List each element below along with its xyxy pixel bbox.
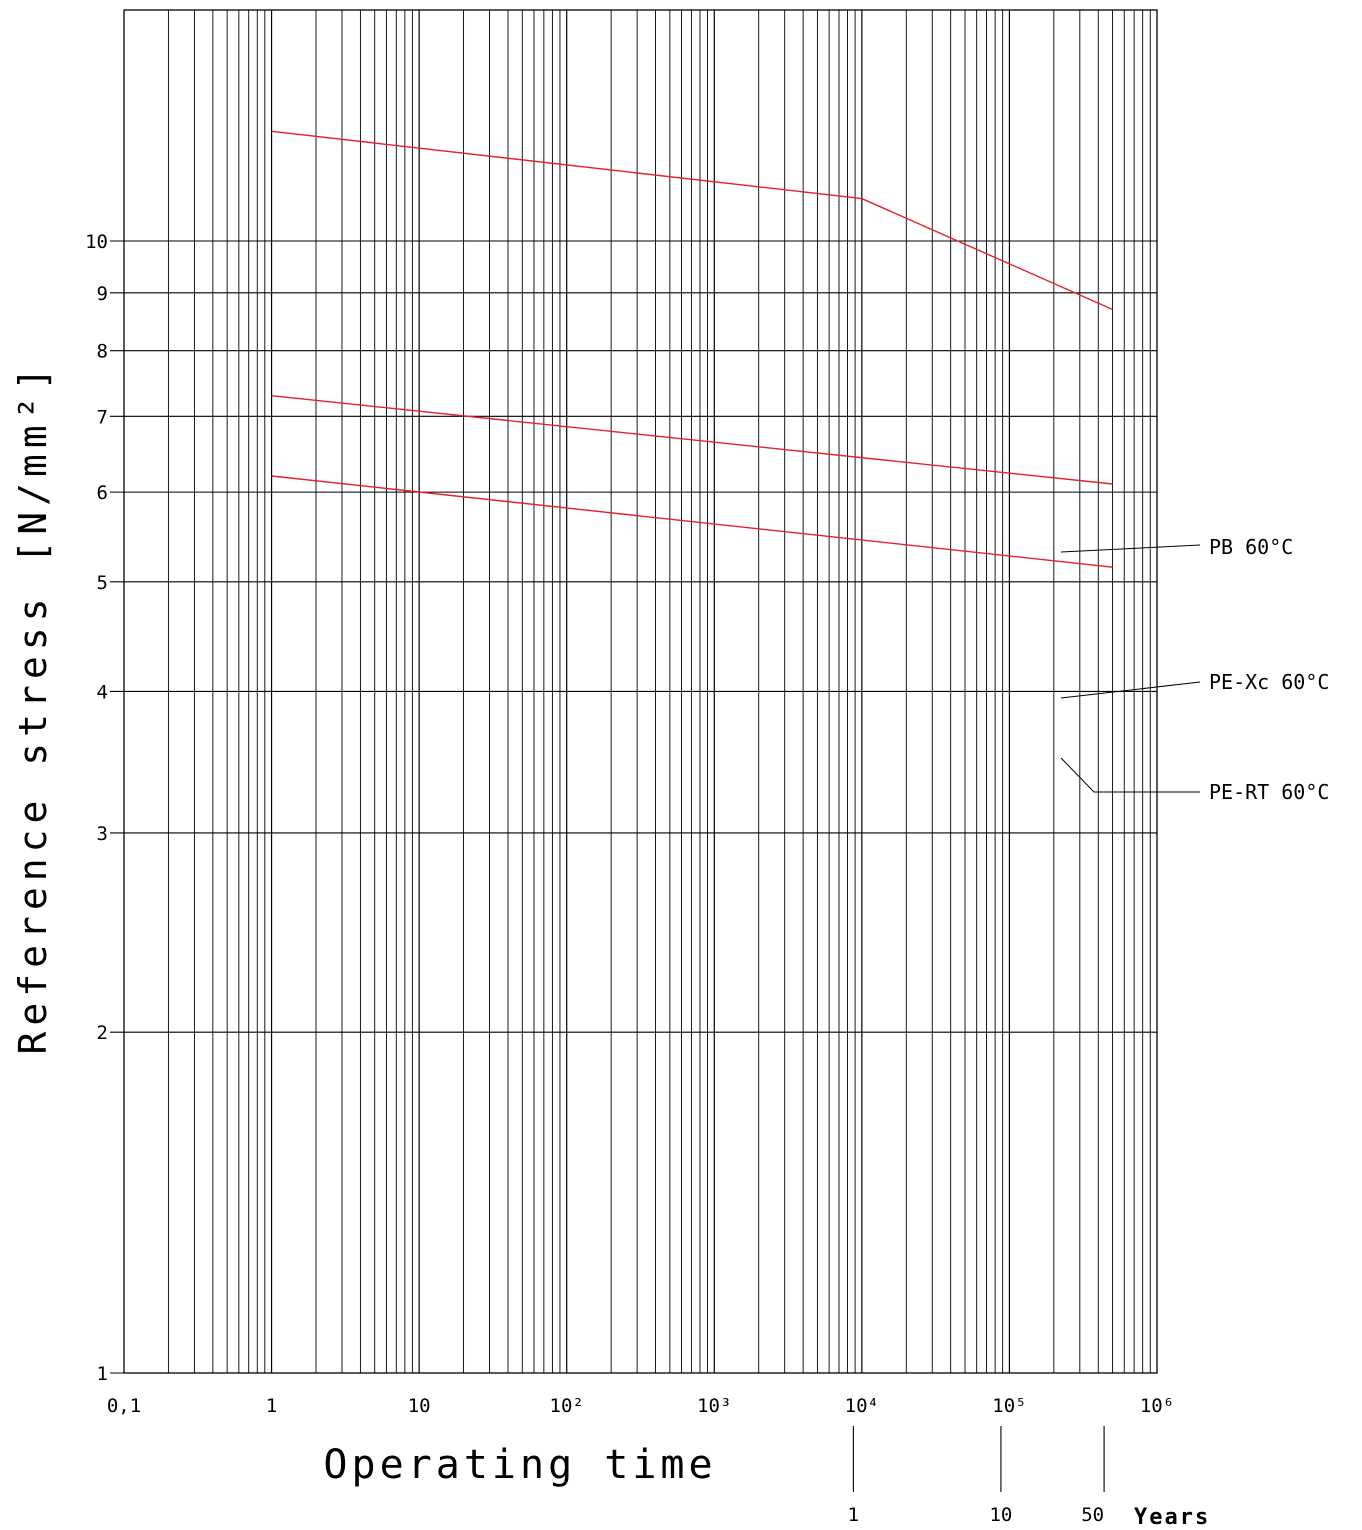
leader-line	[1060, 681, 1201, 699]
series-labels: PB 60°C PE-Xc 60°C PE-RT 60°C	[1060, 535, 1329, 804]
x-tick-label: 10²	[550, 1395, 584, 1417]
series-line	[271, 475, 1113, 568]
y-tick-labels: 123456789102030	[85, 231, 108, 1385]
x-tick-label: 0,1	[107, 1395, 141, 1417]
years-mark-label: 1	[848, 1504, 859, 1526]
series-line	[271, 130, 1113, 311]
y-tick-label: 8	[97, 341, 108, 363]
series-label: PE-RT 60°C	[1209, 780, 1329, 804]
x-axis-title: Operating time	[323, 1442, 716, 1488]
y-tick-label: 6	[97, 482, 108, 504]
plot-frame	[123, 9, 1158, 1374]
y-tick-label: 3	[97, 823, 108, 845]
years-mark-label: 50	[1081, 1504, 1104, 1526]
leader-line	[1060, 544, 1201, 553]
data-series	[271, 130, 1113, 568]
series-label: PB 60°C	[1209, 535, 1293, 559]
y-tick-label: 1	[97, 1363, 108, 1385]
x-tick-label: 1	[266, 1395, 277, 1417]
y-tick-label: 2	[97, 1022, 108, 1044]
leader-line	[1060, 757, 1200, 793]
y-tick-label: 10	[85, 231, 108, 253]
x-tick-labels: 0,1 1 10 10² 10³ 10⁴ 10⁵ 10⁶	[107, 1395, 1174, 1417]
y-tick-label: 5	[97, 572, 108, 594]
x-tick-label: 10⁶	[1140, 1395, 1174, 1417]
series-line	[271, 395, 1113, 485]
y-tick-label: 4	[97, 681, 108, 703]
years-axis: 1 10 50	[848, 1426, 1105, 1526]
y-tick-label: 7	[97, 406, 108, 428]
series-label: PE-Xc 60°C	[1209, 670, 1329, 694]
years-mark-label: 10	[989, 1504, 1012, 1526]
x-tick-label: 10³	[697, 1395, 731, 1417]
y-tick-label: 9	[97, 283, 108, 305]
x-tick-label: 10⁴	[845, 1395, 879, 1417]
horizontal-grid	[110, 240, 1157, 1374]
x-tick-label: 10	[408, 1395, 431, 1417]
y-axis-title: Reference stress [N/mm²]	[11, 361, 55, 1054]
x-tick-label: 10⁵	[992, 1395, 1026, 1417]
years-unit-label: Years	[1134, 1505, 1210, 1530]
